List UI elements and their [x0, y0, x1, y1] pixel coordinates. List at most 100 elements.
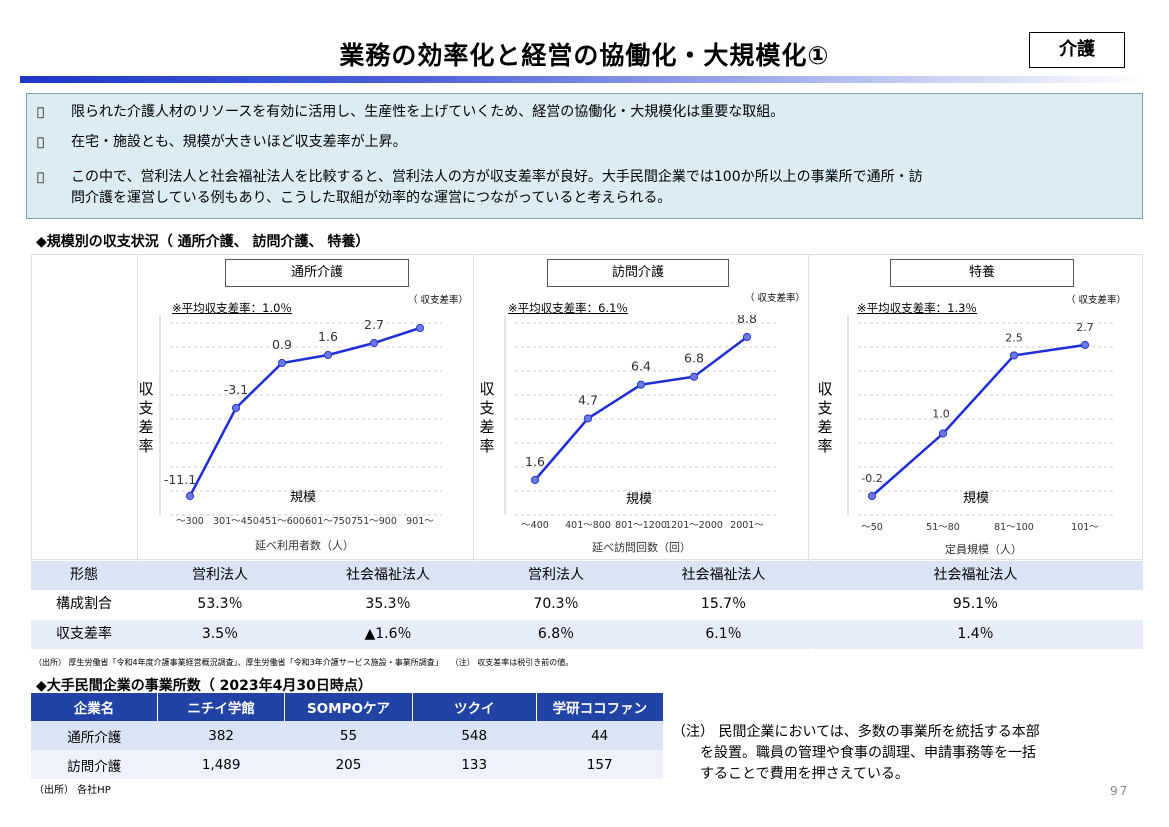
average-note: ※平均収支差率：1.0％: [172, 301, 292, 315]
data-point: [636, 380, 646, 389]
data-point: [742, 332, 752, 342]
summary-box: 限られた介護人材のリソースを有効に活用し、生産性を上げていくため、経営の協働化…: [26, 93, 1143, 219]
chart-title: 通所介護: [225, 259, 409, 287]
bullet-icon: : [37, 132, 71, 152]
tick-label: ～400: [521, 520, 549, 531]
table-header: ツクイ: [411, 693, 537, 721]
divider: [473, 254, 474, 650]
chart-area: [31, 254, 1143, 560]
average-note: ※平均収支差率：6.1％: [508, 301, 628, 315]
section-heading: ◆規模別の収支状況（ 通所介護、 訪問介護、 特養）: [36, 234, 370, 250]
data-point: [1009, 351, 1019, 360]
table-row: 形態 営利法人 社会福祉法人 営利法人 社会福祉法人 社会福祉法人: [31, 561, 1143, 590]
chart-home-visit: 1.6 ～400 4.7 401～800 6.4 801～1200 6.8 1201～2000…: [504, 315, 779, 531]
data-label: 0.9: [272, 337, 292, 352]
tick-label: ～50: [861, 522, 883, 533]
data-label: 1.6: [318, 329, 338, 344]
data-point: [231, 403, 241, 413]
data-point: [1080, 340, 1090, 350]
data-point: [689, 372, 699, 381]
data-point: [369, 338, 379, 348]
x-axis-label: 規模: [963, 491, 990, 506]
tick-label: 401～800: [565, 520, 611, 531]
data-label: 6.8: [684, 351, 704, 366]
tick-label: 301～450: [213, 516, 259, 527]
data-label: 2.7: [1076, 321, 1094, 334]
data-point: [277, 358, 287, 368]
data-point: [583, 414, 593, 423]
unit-label: （ 収支差率）: [408, 295, 469, 306]
section-heading: ◆大手民間企業の事業所数（ 2023年4月30日時点）: [36, 678, 372, 694]
tick-label: 2001～: [730, 520, 764, 531]
firms-source: （出所） 各社HP: [34, 785, 111, 796]
tick-label: 751～900: [351, 516, 397, 527]
summary-item: この中で、営利法人と社会福祉法人を比較すると、営利法人の方が収支差率が良好。大…: [37, 167, 1128, 187]
chart-title: 特養: [890, 259, 1074, 287]
table-source: （出所） 厚生労働省「令和4年度介護事業経営概況調査」、厚生労働省「令和3年介護…: [34, 658, 574, 667]
summary-item-continued: 問介護を運営している例もあり、こうした取組が効率的な運営につながっていると考えら…: [71, 190, 672, 206]
data-point: [530, 475, 540, 485]
page-number: 97: [1110, 784, 1130, 798]
data-label: 2.7: [364, 317, 384, 332]
tick-label: 901～: [406, 516, 434, 527]
data-label: 8.8: [737, 315, 757, 326]
table-row: 構成割合 53.3％ 35.3％ 70.3％ 15.7％ 95.1％: [31, 590, 1143, 619]
data-label: 6.4: [631, 359, 651, 374]
data-label: 4.7: [578, 392, 598, 407]
tick-label: 601～750: [305, 516, 351, 527]
series-line: [871, 343, 1086, 497]
category-tag: 介護: [1029, 32, 1125, 68]
bullet-icon: : [37, 167, 71, 187]
table-header: ニチイ学館: [157, 693, 285, 721]
data-label: 1.6: [525, 454, 545, 469]
data-label: -0.2: [861, 472, 882, 485]
data-label: 2.5: [1005, 331, 1023, 344]
chart-day-care: -11.1 ～300 -3.1 301～450 0.9 451～600 1.6 601～750…: [159, 315, 442, 527]
chart-nursing-home: -0.2 ～50 1.0 51～80 2.5 81～100 2.7 101～: [847, 315, 1115, 533]
summary-item: 限られた介護人材のリソースを有効に活用し、生産性を上げていくため、経営の協働化…: [37, 102, 1128, 122]
divider: [137, 254, 138, 650]
x-axis-note: 延べ利用者数（人）: [255, 539, 354, 552]
page-title: 業務の効率化と経営の協働化・大規模化①: [339, 41, 830, 70]
table-row: 通所介護 382 55 548 44: [31, 721, 663, 750]
data-point: [415, 323, 425, 333]
y-axis-label: 収支差率: [479, 380, 495, 455]
firm-note: （注） 民間企業においては、多数の事業所を統括する本部 を設置。職員の管理や食事…: [672, 724, 1040, 782]
x-axis-label: 規模: [626, 492, 653, 507]
x-axis-label: 規模: [290, 490, 317, 505]
unit-label: （ 収支差率）: [1066, 295, 1127, 306]
table-header: SOMPOケア: [284, 693, 413, 721]
summary-item: 在宅・施設とも、規模が大きいほど収支差率が上昇。: [37, 132, 1128, 152]
tick-label: 451～600: [259, 516, 305, 527]
divider: [808, 254, 809, 650]
tick-label: ～300: [176, 516, 204, 527]
unit-label: （ 収支差率）: [745, 293, 806, 304]
firms-table: 企業名 ニチイ学館 SOMPOケア ツクイ 学研ココファン 通所介護 382 5…: [31, 693, 663, 779]
table-header: 企業名: [31, 693, 158, 721]
data-label: -3.1: [224, 382, 248, 397]
data-label: 1.0: [932, 408, 950, 421]
tick-label: 81～100: [994, 522, 1034, 533]
data-point: [938, 429, 948, 438]
average-note: ※平均収支差率：1.3％: [857, 301, 977, 315]
chart-title: 訪問介護: [547, 259, 729, 287]
x-axis-note: 延べ訪問回数（回）: [592, 541, 691, 554]
title-rule: [20, 76, 1148, 83]
tick-label: 801～1200: [615, 520, 667, 531]
data-label: 4.1: [410, 315, 430, 317]
tick-label: 1201～2000: [665, 520, 723, 531]
bullet-icon: : [37, 102, 71, 122]
data-point: [323, 350, 333, 360]
data-point: [867, 491, 877, 501]
data-label: -11.1: [164, 472, 196, 487]
tick-label: 101～: [1071, 522, 1099, 533]
data-point: [185, 491, 195, 501]
y-axis-label: 収支差率: [138, 380, 154, 455]
table-header: 学研ココファン: [535, 693, 663, 721]
tick-label: 51～80: [926, 522, 960, 533]
table-row: 訪問介護 1,489 205 133 157: [31, 750, 663, 779]
series-line: [188, 326, 421, 497]
y-axis-label: 収支差率: [817, 380, 833, 455]
table-row: 収支差率 3.5％ ▲1.6％ 6.8％ 6.1％ 1.4％: [31, 620, 1143, 649]
x-axis-note: 定員規模（人）: [945, 543, 1022, 556]
